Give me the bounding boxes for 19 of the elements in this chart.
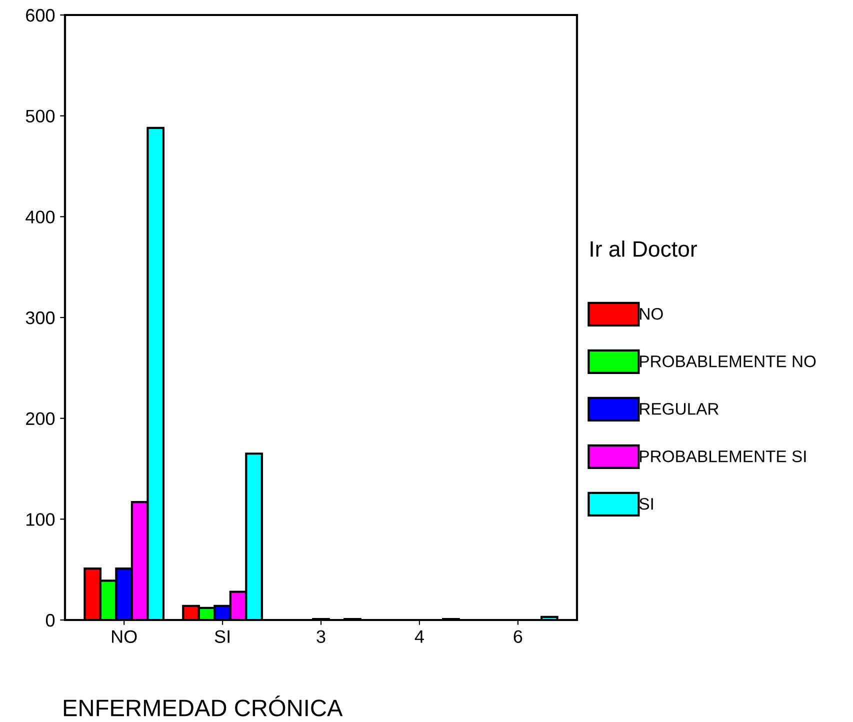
legend-label: SI [639, 498, 653, 510]
x-tick-label: 3 [316, 630, 326, 643]
legend-label: NO [640, 308, 663, 320]
legend-title: Ir al Doctor [590, 240, 697, 257]
x-tick-label: 6 [514, 630, 522, 643]
x-tick-label: NO [112, 630, 137, 643]
y-tick-label: 200 [26, 412, 55, 426]
x-tick-label: SI [214, 630, 230, 643]
legend-label: PROBABLEMENTE NO [640, 355, 816, 368]
y-tick-label: 300 [26, 311, 55, 324]
y-tick-label: 500 [26, 110, 55, 123]
x-axis-title: ENFERMEDAD CRÓNICA [64, 696, 343, 716]
y-tick-label: 100 [26, 513, 55, 526]
y-tick-label: 600 [26, 8, 55, 22]
y-tick-label: 0 [46, 614, 55, 627]
y-tick-label: 400 [26, 210, 55, 224]
x-tick-label: 4 [414, 630, 424, 643]
legend-label: REGULAR [640, 402, 718, 415]
legend-label: PROBABLEMENTE SI [640, 450, 806, 462]
